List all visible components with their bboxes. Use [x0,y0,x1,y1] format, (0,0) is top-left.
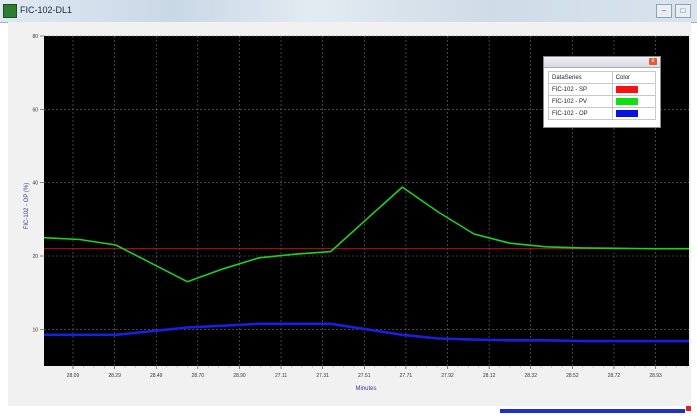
y-axis-label: FIC-102 - OP (%) [24,183,30,230]
series-lines [43,186,689,343]
window-title: FIC-102-DL1 [20,5,73,15]
x-tick-label: 28.52 [566,373,579,379]
color-swatch[interactable] [615,110,638,117]
x-tick-label: 28.09 [67,373,80,379]
x-tick-label: 27.51 [358,373,371,379]
grid-lines [44,35,689,366]
minimize-button[interactable]: – [656,4,672,18]
x-tick-label: 28.72 [608,373,621,379]
close-icon[interactable]: x [649,58,657,65]
series-line-fic-102-pv [43,186,689,283]
color-swatch[interactable] [615,86,638,93]
x-tick-label: 27.71 [400,373,413,379]
x-tick-label: 28.90 [233,373,246,379]
legend-row[interactable]: FIC-102 - PV [548,95,657,108]
scroll-progress-bar[interactable] [500,409,685,413]
y-tick-label: 80 [32,34,38,40]
legend-series-name: FIC-102 - PV [548,95,613,108]
x-axis-label: Minutes [355,386,376,392]
x-tick-label: 28.32 [524,373,537,379]
x-tick-label: 28.49 [150,373,163,379]
legend-panel[interactable]: x DataSeries Color FIC-102 - SP FIC-102 … [543,56,661,128]
y-tick-label: 60 [32,107,38,113]
x-tick-label: 27.92 [441,373,454,379]
y-tick-label: 10 [32,327,38,333]
x-tick-label: 27.31 [316,373,329,379]
color-swatch[interactable] [615,98,638,105]
y-tick-label: 20 [32,254,38,260]
legend-col-color: Color [611,71,657,84]
y-tick-label: 40 [32,181,38,187]
legend-row[interactable]: FIC-102 - OP [548,107,657,120]
x-tick-label: 28.29 [108,373,121,379]
maximize-button[interactable]: □ [675,4,691,18]
x-axis-ticks: 28.09 28.29 28.49 28.70 28.90 27.11 27.31 27.51… [67,366,687,379]
x-tick-label: 28.70 [192,373,205,379]
legend-series-name: FIC-102 - OP [548,107,613,120]
x-tick-label: 28.93 [649,373,662,379]
series-line-fic-102-op [44,322,689,343]
legend-table: DataSeries Color FIC-102 - SP FIC-102 - … [548,71,657,120]
status-bar [0,406,697,416]
legend-series-name: FIC-102 - SP [548,83,613,96]
status-marker [686,406,691,411]
y-axis-ticks: 10 20 40 60 80 [32,34,44,333]
legend-row[interactable]: FIC-102 - SP [548,83,657,96]
legend-header[interactable]: x [544,57,660,68]
x-tick-label: 28.12 [483,373,496,379]
x-tick-label: 27.11 [275,373,287,379]
app-icon [3,4,17,18]
legend-col-dataseries: DataSeries [548,71,613,84]
